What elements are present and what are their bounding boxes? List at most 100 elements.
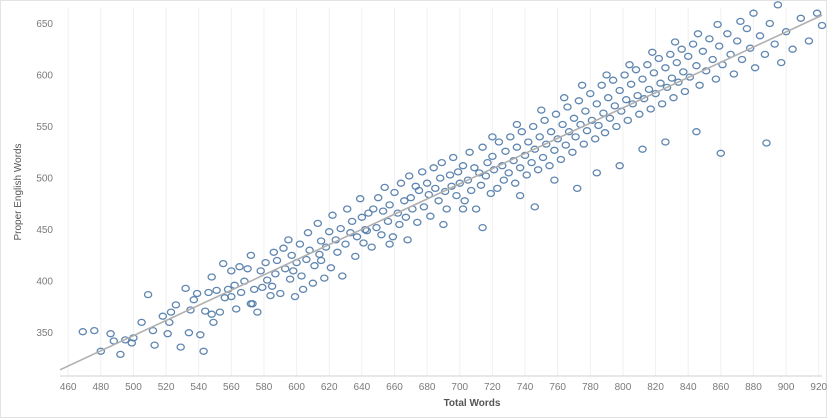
data-point xyxy=(648,48,657,56)
data-point xyxy=(674,78,683,86)
data-point xyxy=(661,138,670,146)
data-point xyxy=(661,64,670,72)
data-point xyxy=(638,145,647,153)
data-point xyxy=(106,330,115,338)
data-point xyxy=(460,197,469,205)
data-point xyxy=(788,45,797,53)
data-point xyxy=(315,250,324,259)
data-point xyxy=(483,158,492,167)
data-point xyxy=(308,279,318,287)
data-point xyxy=(711,75,721,83)
data-point xyxy=(143,290,153,299)
data-point xyxy=(200,307,210,315)
data-point xyxy=(568,148,577,156)
data-point xyxy=(445,171,455,179)
data-point xyxy=(246,300,256,308)
data-point xyxy=(431,184,440,193)
data-point xyxy=(581,107,590,115)
data-point xyxy=(176,343,185,351)
data-point xyxy=(590,135,600,143)
data-point xyxy=(458,205,468,213)
data-point xyxy=(471,205,481,213)
y-tick-label: 450 xyxy=(36,225,53,236)
data-point xyxy=(551,110,561,118)
data-point xyxy=(127,339,137,347)
data-point xyxy=(218,259,228,268)
data-point xyxy=(320,274,329,282)
data-point xyxy=(78,328,88,336)
data-point xyxy=(336,224,345,233)
data-point xyxy=(535,133,544,141)
x-tick-label: 680 xyxy=(419,382,436,393)
data-point xyxy=(540,116,549,125)
y-tick-label: 400 xyxy=(36,277,53,288)
data-point xyxy=(533,166,543,174)
data-point xyxy=(434,197,443,205)
x-tick-label: 800 xyxy=(615,382,632,393)
data-point xyxy=(781,28,791,36)
data-point xyxy=(817,21,827,30)
data-point xyxy=(742,24,752,33)
data-point xyxy=(563,103,572,111)
data-point xyxy=(289,267,298,275)
x-tick-label: 640 xyxy=(354,382,371,393)
data-point xyxy=(626,80,636,88)
data-point xyxy=(333,248,342,256)
x-tick-label: 780 xyxy=(582,382,599,393)
data-point xyxy=(212,286,221,295)
data-point xyxy=(181,284,190,293)
data-point xyxy=(401,213,411,221)
data-point xyxy=(579,140,589,148)
data-point xyxy=(367,243,376,251)
data-point xyxy=(313,219,323,228)
data-point xyxy=(393,209,403,217)
data-point xyxy=(656,79,665,87)
data-point xyxy=(510,179,520,187)
data-point xyxy=(276,289,285,298)
x-tick-label: 880 xyxy=(745,382,762,393)
data-point xyxy=(625,61,634,69)
data-point xyxy=(615,162,624,170)
data-point xyxy=(395,220,404,229)
data-point xyxy=(716,149,726,157)
data-point xyxy=(328,211,337,219)
data-point xyxy=(804,37,814,45)
data-point xyxy=(669,94,678,102)
data-point xyxy=(550,176,559,184)
data-point xyxy=(377,231,386,239)
y-tick-label: 650 xyxy=(36,19,53,30)
data-point xyxy=(524,138,533,146)
data-point xyxy=(400,197,409,205)
data-point xyxy=(692,62,701,70)
data-point xyxy=(316,237,326,245)
data-point xyxy=(253,308,262,316)
data-point xyxy=(623,116,633,125)
data-point xyxy=(765,19,775,28)
data-point xyxy=(209,318,218,327)
data-point xyxy=(396,179,406,187)
data-point xyxy=(692,128,701,136)
x-axis-title: Total Words xyxy=(444,398,501,409)
data-point xyxy=(380,183,389,192)
x-tick-label: 500 xyxy=(125,382,142,393)
data-point xyxy=(297,272,306,280)
data-point xyxy=(553,135,562,143)
y-axis-title: Proper English Words xyxy=(13,143,24,240)
data-point xyxy=(644,85,654,94)
x-tick-label: 860 xyxy=(712,382,729,393)
data-point xyxy=(760,50,770,59)
data-point xyxy=(199,347,208,355)
data-point xyxy=(657,100,667,108)
data-point xyxy=(621,96,631,104)
data-point xyxy=(577,81,587,89)
data-point xyxy=(512,120,522,129)
data-point xyxy=(515,164,525,172)
data-point xyxy=(488,152,497,161)
data-point xyxy=(287,251,296,260)
data-point xyxy=(506,133,515,141)
data-point xyxy=(303,229,313,237)
data-point xyxy=(683,52,693,61)
data-point xyxy=(435,174,445,182)
data-point xyxy=(227,267,236,275)
data-point xyxy=(569,114,579,122)
